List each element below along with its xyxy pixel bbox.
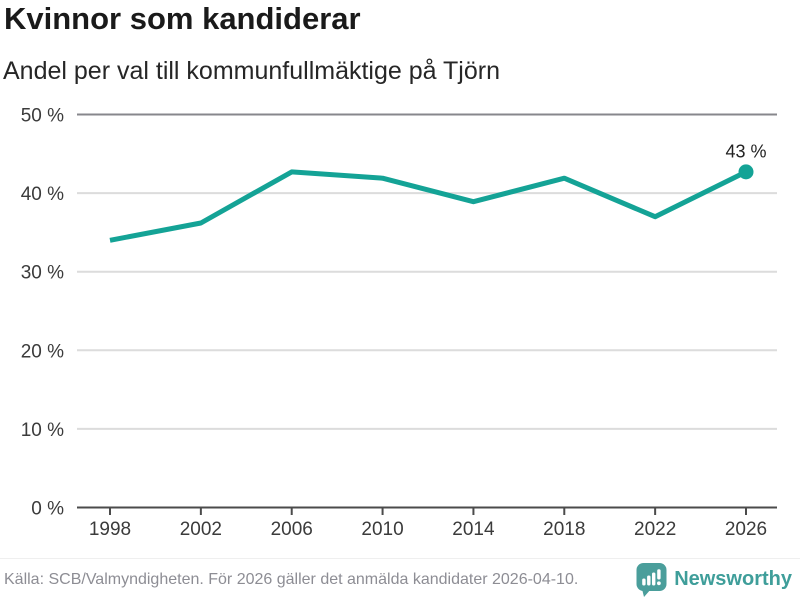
y-tick-label: 50 % (21, 106, 64, 127)
end-point-dot (738, 164, 754, 180)
chart-subtitle: Andel per val till kommunfullmäktige på … (3, 57, 500, 85)
footer: Källa: SCB/Valmyndigheten. För 2026 gäll… (0, 558, 800, 600)
x-tick-label: 2010 (361, 519, 403, 540)
y-tick-label: 10 % (21, 420, 64, 441)
brand-name: Newsworthy (674, 568, 792, 590)
y-tick-label: 40 % (21, 184, 64, 205)
x-tick-label: 2014 (452, 519, 495, 540)
x-tick-label: 2006 (271, 519, 313, 540)
newsworthy-logo-icon (636, 563, 667, 597)
x-tick-label: 1998 (89, 519, 131, 540)
newsworthy-brand-link[interactable]: Newsworthy (636, 562, 792, 597)
y-tick-label: 30 % (21, 263, 64, 284)
x-tick-label: 2022 (634, 519, 676, 540)
x-tick-label: 2026 (725, 519, 767, 540)
x-tick-label: 2002 (180, 519, 222, 540)
data-line (109, 169, 748, 243)
source-note: Källa: SCB/Valmyndigheten. För 2026 gäll… (4, 570, 579, 588)
x-tick-label: 2018 (543, 519, 585, 540)
value-annotation: 43 % (725, 141, 766, 161)
y-tick-label: 20 % (21, 341, 64, 362)
y-tick-label: 0 % (31, 499, 64, 520)
page-title: Kvinnor som kandiderar (4, 1, 361, 36)
